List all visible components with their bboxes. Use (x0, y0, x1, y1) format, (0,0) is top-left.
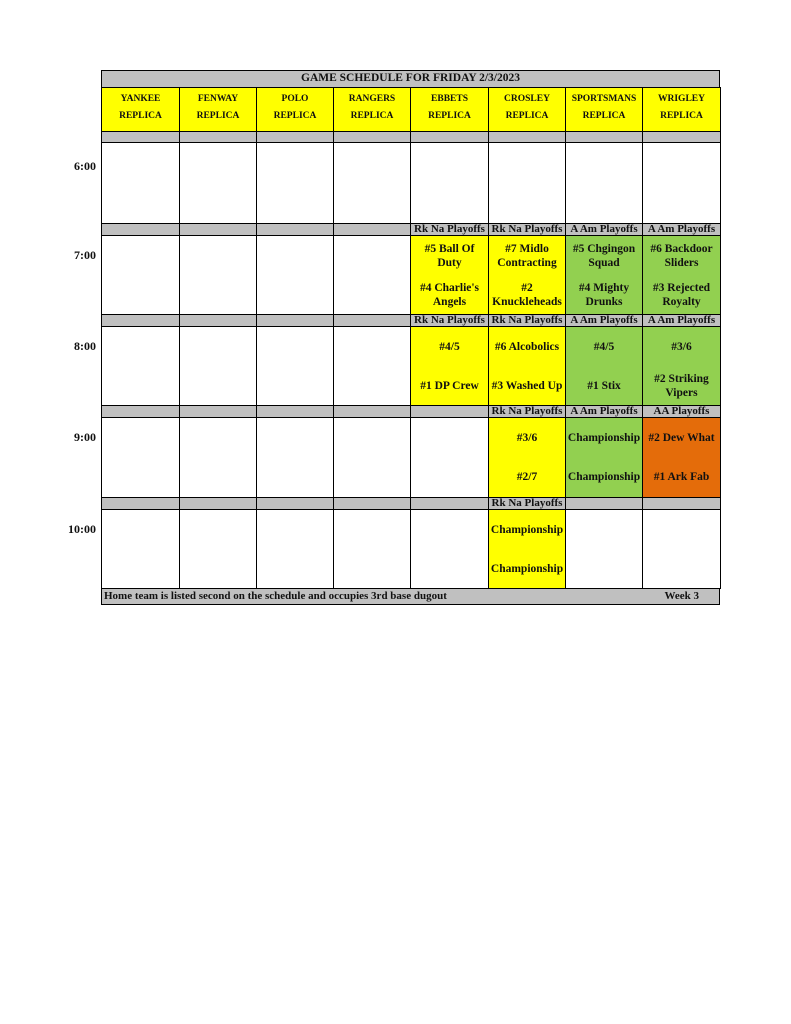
visiting-team: #4/5 (593, 340, 615, 353)
game-cell: Championship Championship (488, 509, 566, 589)
time-label: 7:00 (74, 248, 96, 262)
field-sub: REPLICA (660, 111, 703, 121)
visiting-team: #7 Midlo Contracting (497, 242, 557, 269)
game-cell: #2 Dew What #1 Ark Fab (642, 417, 721, 498)
empty-cell (256, 142, 334, 224)
empty-cell (179, 142, 257, 224)
empty-cell (565, 509, 643, 589)
empty-cell (333, 509, 411, 589)
field-sub: REPLICA (582, 111, 626, 121)
empty-cell (256, 509, 334, 589)
field-header-fenway: FENWAY REPLICA (179, 87, 257, 132)
home-team: Championship (490, 562, 564, 575)
field-header-crosley: CROSLEY REPLICA (488, 87, 566, 132)
field-name: SPORTSMANS (571, 94, 637, 104)
home-team: #2 Striking Vipers (654, 372, 709, 399)
visiting-team: Championship (490, 523, 564, 536)
game-cell: #6 Backdoor Sliders #3 Rejected Royalty (642, 235, 721, 315)
game-cell: #6 Alcobolics #3 Washed Up (488, 326, 566, 406)
field-sub: REPLICA (350, 111, 394, 121)
visiting-team: #6 Backdoor Sliders (650, 242, 713, 269)
empty-cell (179, 509, 257, 589)
game-cell: Championship Championship (565, 417, 643, 498)
visiting-team: #5 Chgingon Squad (572, 242, 636, 269)
empty-cell (333, 417, 411, 498)
field-name: EBBETS (431, 94, 468, 104)
empty-cell (410, 142, 489, 224)
empty-cell (101, 235, 180, 315)
home-team: #2/7 (516, 471, 538, 484)
game-cell: #4/5 #1 DP Crew (410, 326, 489, 406)
empty-cell (179, 326, 257, 406)
field-header-wrigley: WRIGLEY REPLICA (642, 87, 721, 132)
field-header-polo: POLO REPLICA (256, 87, 334, 132)
visiting-team: #4/5 (439, 340, 460, 353)
field-name: FENWAY (197, 94, 239, 104)
home-team: #4 Mighty Drunks (578, 281, 630, 308)
field-header-ebbets: EBBETS REPLICA (410, 87, 489, 132)
field-sub: REPLICA (273, 111, 317, 121)
field-sub: REPLICA (119, 111, 162, 121)
visiting-team: #5 Ball Of Duty (424, 242, 475, 269)
empty-cell (410, 509, 489, 589)
empty-cell (488, 142, 566, 224)
home-team: #1 DP Crew (420, 379, 479, 392)
home-team: #3 Washed Up (491, 379, 563, 392)
visiting-team: Championship (567, 431, 641, 444)
game-cell: #5 Ball Of Duty #4 Charlie's Angels (410, 235, 489, 315)
empty-cell (101, 142, 180, 224)
visiting-team: #6 Alcobolics (494, 340, 560, 353)
game-cell: #7 Midlo Contracting #2 Knuckleheads (488, 235, 566, 315)
week-label: Week 3 (664, 590, 699, 602)
field-sub: REPLICA (505, 111, 549, 121)
time-label: 6:00 (74, 159, 96, 173)
empty-cell (101, 326, 180, 406)
footer-note: Home team is listed second on the schedu… (104, 590, 447, 602)
empty-cell (256, 326, 334, 406)
empty-cell (333, 326, 411, 406)
empty-cell (179, 417, 257, 498)
home-team: #1 Ark Fab (653, 471, 710, 484)
empty-cell (333, 142, 411, 224)
field-header-sportsmans: SPORTSMANS REPLICA (565, 87, 643, 132)
visiting-team: #3/6 (671, 340, 692, 353)
home-team: #1 Stix (587, 379, 621, 392)
home-team: #4 Charlie's Angels (419, 281, 480, 308)
visiting-team: #3/6 (516, 431, 538, 444)
empty-cell (642, 142, 721, 224)
field-name: WRIGLEY (658, 94, 705, 104)
game-cell: #5 Chgingon Squad #4 Mighty Drunks (565, 235, 643, 315)
home-team: #3 Rejected Royalty (652, 281, 711, 308)
time-label: 9:00 (74, 430, 96, 444)
game-cell: #3/6 #2 Striking Vipers (642, 326, 721, 406)
field-header-rangers: RANGERS REPLICA (333, 87, 411, 132)
empty-cell (642, 509, 721, 589)
time-label: 8:00 (74, 339, 96, 353)
time-label: 10:00 (68, 522, 96, 536)
field-sub: REPLICA (196, 111, 240, 121)
game-cell: #3/6 #2/7 (488, 417, 566, 498)
empty-cell (410, 417, 489, 498)
footer-bar: Home team is listed second on the schedu… (101, 588, 720, 605)
home-team: #2 Knuckleheads (492, 281, 562, 308)
home-team: Championship (567, 471, 641, 484)
schedule-title: GAME SCHEDULE FOR FRIDAY 2/3/2023 (101, 70, 720, 88)
empty-cell (179, 235, 257, 315)
field-name: RANGERS (348, 94, 396, 104)
empty-cell (565, 142, 643, 224)
field-name: POLO (281, 94, 309, 104)
field-name: CROSLEY (504, 94, 550, 104)
empty-cell (333, 235, 411, 315)
empty-cell (256, 235, 334, 315)
field-name: YANKEE (120, 94, 161, 104)
empty-cell (101, 509, 180, 589)
field-header-yankee: YANKEE REPLICA (101, 87, 180, 132)
empty-cell (101, 417, 180, 498)
field-sub: REPLICA (428, 111, 471, 121)
visiting-team: #2 Dew What (648, 431, 715, 444)
game-cell: #4/5 #1 Stix (565, 326, 643, 406)
empty-cell (256, 417, 334, 498)
